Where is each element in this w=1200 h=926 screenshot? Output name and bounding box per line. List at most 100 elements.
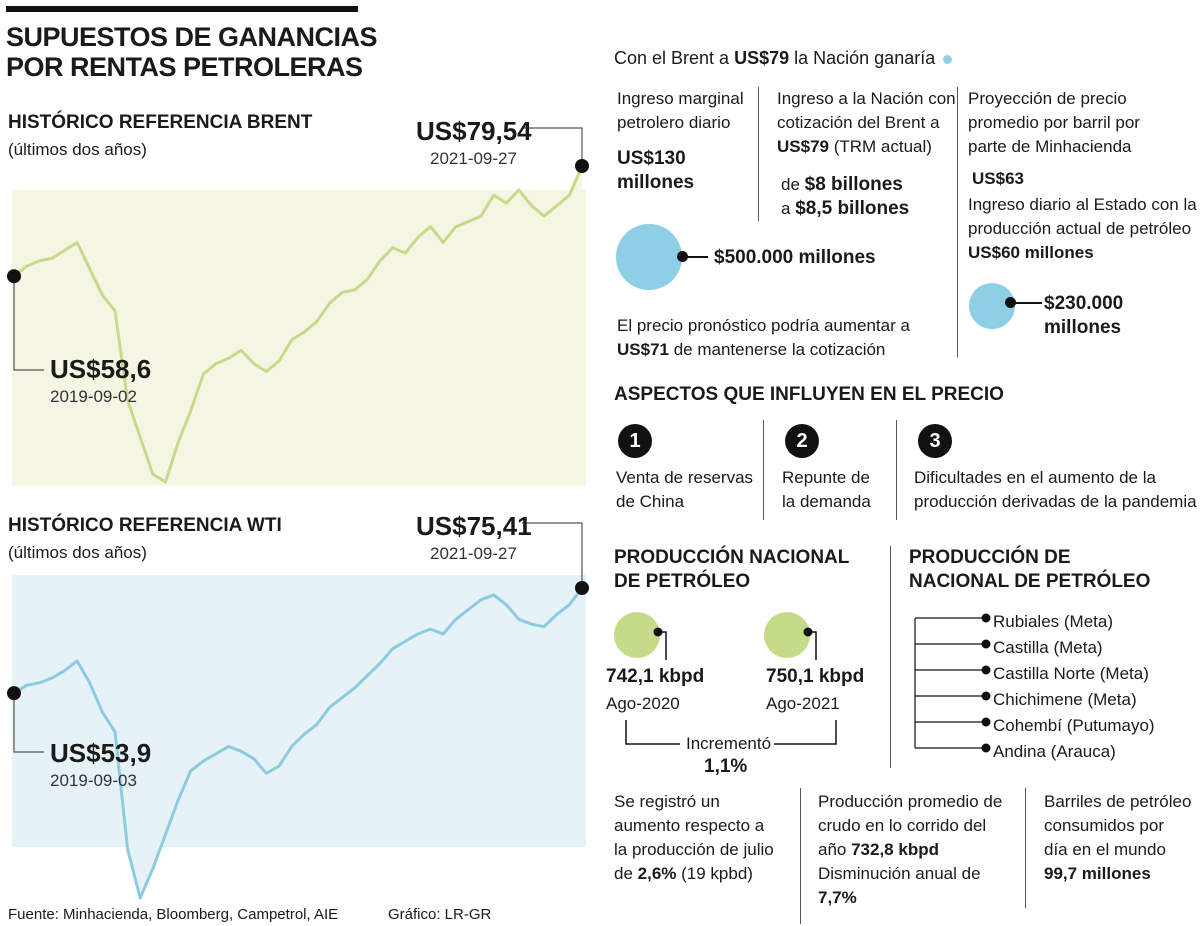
brent-point (328, 301, 331, 305)
wti-start-leader (13, 693, 44, 753)
wti-point (151, 867, 155, 870)
brent-point (429, 225, 432, 229)
brent-heading: HISTÓRICO REFERENCIA BRENT (8, 112, 313, 133)
aspect-3: Dificultades en el aumento de la producc… (914, 468, 1197, 511)
brent-start-value: US$58,6 (50, 354, 152, 384)
production-2020-date: Ago-2020 (606, 694, 680, 713)
field-item: Rubiales (Meta) (993, 612, 1113, 631)
title-rule (6, 6, 358, 12)
divider (763, 420, 764, 520)
wti-point (239, 750, 243, 753)
wti-point (391, 647, 394, 650)
production-2021-date: Ago-2021 (766, 694, 840, 713)
brent-area (14, 166, 582, 486)
wti-price-line (13, 587, 584, 900)
wti-point (126, 847, 129, 851)
brent-point (290, 338, 293, 342)
aspect-number-3: 3 (918, 424, 952, 458)
wti-area (14, 588, 582, 898)
brent-price-line (13, 165, 584, 484)
source-note: Fuente: Minhacienda, Bloomberg, Campetro… (8, 906, 339, 923)
brent-point (303, 330, 306, 334)
production-title: PRODUCCIÓN NACIONAL DE PETRÓLEO (614, 547, 850, 592)
marginal-income: Ingreso marginal petrolero diario US$130… (617, 89, 744, 193)
brent-point (378, 259, 382, 263)
wti-point (416, 632, 420, 636)
wti-subheading: (últimos dos años) (8, 543, 147, 562)
production-circle-2021 (764, 612, 810, 658)
wti-point (403, 640, 407, 643)
wti-point (530, 622, 533, 626)
leader-line (658, 631, 667, 660)
brent-point (138, 435, 142, 439)
brent-point (113, 309, 117, 313)
brent-point (353, 288, 357, 292)
forecast-note: El precio pronóstico podría aumentar a U… (617, 316, 910, 359)
wti-heading: HISTÓRICO REFERENCIA WTI (8, 515, 282, 536)
wti-point (542, 625, 546, 628)
wti-point (50, 676, 54, 680)
average-production-note: Producción promedio de crudo en lo corri… (818, 792, 1003, 907)
brent-point (75, 241, 79, 244)
brent-point (403, 251, 407, 255)
brent-point (202, 372, 205, 376)
brent-start-date: 2019-09-02 (50, 387, 137, 406)
brent-end-value: US$79,54 (416, 116, 532, 146)
increase-value: 1,1% (704, 756, 748, 777)
wti-point (303, 732, 306, 736)
divider (1025, 788, 1026, 908)
wti-point (277, 764, 281, 768)
brent-scenario-intro: Con el Brent a US$79 la Nación ganaría (614, 46, 953, 70)
brent-point (504, 201, 508, 205)
bullet-dot (943, 55, 953, 64)
field-item: Andina (Arauca) (993, 742, 1116, 761)
brent-point (63, 249, 66, 252)
wti-point (214, 752, 218, 756)
wti-point (63, 669, 66, 672)
wti-chart (7, 522, 589, 900)
brent-chart (7, 127, 589, 486)
wti-end-date: 2021-09-27 (430, 544, 517, 563)
brent-point (164, 480, 167, 484)
fields-tree (914, 613, 991, 753)
brent-start-marker (7, 269, 21, 284)
wti-point (176, 798, 180, 802)
brent-point (126, 399, 129, 402)
wti-point (202, 759, 205, 763)
page-title: SUPUESTOS DE GANANCIAS POR RENTAS PETROL… (6, 22, 378, 82)
brent-point (265, 370, 268, 373)
field-dot (981, 717, 991, 727)
brent-point (568, 193, 571, 197)
brent-point (189, 409, 193, 413)
brent-point (176, 441, 180, 444)
wti-start-marker (7, 686, 21, 701)
wti-point (88, 681, 92, 685)
wti-point (340, 696, 344, 699)
brent-point (555, 204, 559, 207)
wti-point (189, 769, 193, 773)
increase-bracket (625, 720, 680, 745)
brent-point (25, 264, 28, 268)
brent-point (340, 291, 344, 294)
aspect-1: Venta de reservas de China (616, 468, 754, 511)
world-consumption-note: Barriles de petróleo consumidos por día … (1044, 792, 1192, 883)
wti-point (429, 627, 432, 631)
aspect-number-2: 2 (785, 424, 819, 458)
minhacienda-projection: Proyección de precio promedio por barril… (968, 89, 1197, 262)
brent-point (479, 214, 483, 218)
nation-income: Ingreso a la Nación con cotización del B… (777, 89, 956, 219)
leader-dot (1005, 297, 1016, 308)
wti-start-date: 2019-09-03 (50, 771, 137, 790)
increase-label: Incrementó (686, 734, 772, 753)
brent-point (252, 362, 256, 365)
divider (890, 546, 891, 768)
wti-point (568, 603, 571, 606)
wti-point (517, 618, 521, 621)
wti-point (441, 632, 445, 636)
wti-point (353, 686, 357, 690)
field-dot (981, 639, 991, 649)
brent-point (492, 193, 495, 197)
wti-end-leader (522, 522, 583, 588)
wti-point (101, 710, 104, 714)
brent-point (454, 225, 458, 229)
